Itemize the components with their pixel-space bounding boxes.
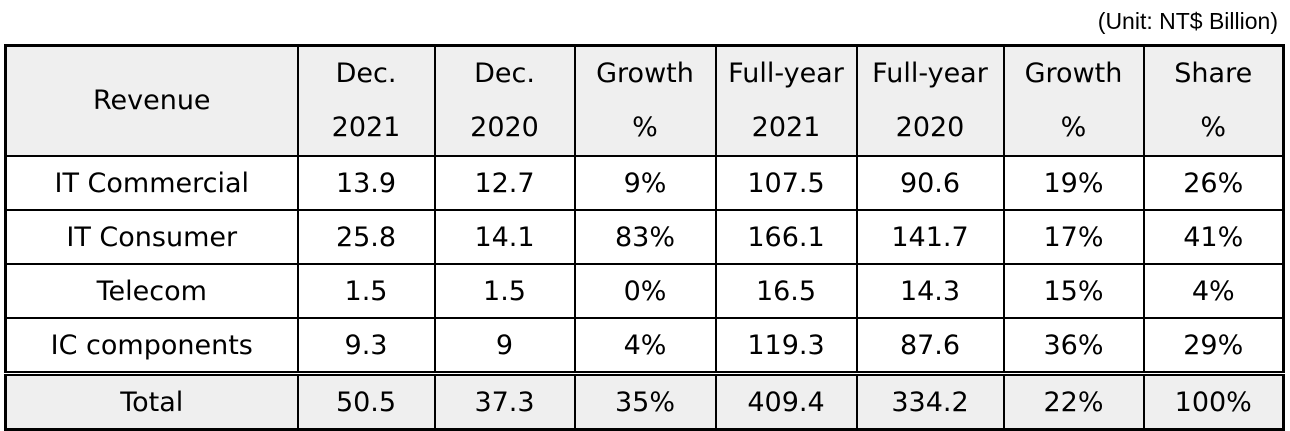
header-label-bottom: % <box>1200 112 1227 143</box>
header-label-bottom: 2021 <box>751 112 821 143</box>
table-body: IT Commercial 13.9 12.7 9% 107.5 90.6 19… <box>4 155 1285 431</box>
cell-full-year-growth: 19% <box>1002 155 1145 211</box>
revenue-table: Revenue Dec. 2021 Dec. 2020 Growth % Ful… <box>4 44 1285 431</box>
row-label-total: Total <box>4 371 299 431</box>
cell-dec-growth: 4% <box>573 317 717 375</box>
cell-dec-growth: 35% <box>573 371 717 431</box>
cell-dec-2021: 9.3 <box>296 317 436 375</box>
cell-dec-2020: 37.3 <box>433 371 576 431</box>
header-label: Revenue <box>92 85 211 116</box>
header-revenue: Revenue <box>4 44 299 157</box>
cell-dec-2021: 25.8 <box>296 209 436 265</box>
header-dec-growth: Growth % <box>573 44 717 157</box>
header-label-bottom: % <box>1060 112 1087 143</box>
cell-full-year-2020: 141.7 <box>855 209 1005 265</box>
row-label: IT Consumer <box>4 209 299 265</box>
table-row-total: Total 50.5 37.3 35% 409.4 334.2 22% 100% <box>4 371 1285 431</box>
header-label-bottom: 2021 <box>331 112 401 143</box>
cell-full-year-2021: 166.1 <box>714 209 858 265</box>
table-header: Revenue Dec. 2021 Dec. 2020 Growth % Ful… <box>4 44 1285 157</box>
header-dec-2021: Dec. 2021 <box>296 44 436 157</box>
header-dec-2020: Dec. 2020 <box>433 44 576 157</box>
cell-dec-growth: 0% <box>573 263 717 319</box>
row-label: Telecom <box>4 263 299 319</box>
cell-dec-2020: 14.1 <box>433 209 576 265</box>
row-label: IT Commercial <box>4 155 299 211</box>
cell-full-year-2020: 87.6 <box>855 317 1005 375</box>
table-row-it-consumer: IT Consumer 25.8 14.1 83% 166.1 141.7 17… <box>4 209 1285 265</box>
cell-full-year-2021: 16.5 <box>714 263 858 319</box>
cell-full-year-growth: 17% <box>1002 209 1145 265</box>
header-label-top: Growth <box>1024 58 1123 89</box>
cell-share: 29% <box>1142 317 1285 375</box>
cell-full-year-2021: 119.3 <box>714 317 858 375</box>
header-share: Share % <box>1142 44 1285 157</box>
header-row: Revenue Dec. 2021 Dec. 2020 Growth % Ful… <box>4 44 1285 157</box>
header-label-bottom: 2020 <box>895 112 965 143</box>
table-row-it-commercial: IT Commercial 13.9 12.7 9% 107.5 90.6 19… <box>4 155 1285 211</box>
cell-full-year-2020: 334.2 <box>855 371 1005 431</box>
cell-dec-2020: 12.7 <box>433 155 576 211</box>
cell-dec-2020: 1.5 <box>433 263 576 319</box>
cell-dec-2021: 13.9 <box>296 155 436 211</box>
header-full-year-2020: Full-year 2020 <box>855 44 1005 157</box>
header-label-top: Growth <box>596 58 694 89</box>
cell-share: 41% <box>1142 209 1285 265</box>
row-label: IC components <box>4 317 299 375</box>
header-label-top: Full-year <box>728 58 844 89</box>
cell-full-year-growth: 15% <box>1002 263 1145 319</box>
cell-dec-2021: 50.5 <box>296 371 436 431</box>
cell-share: 26% <box>1142 155 1285 211</box>
header-label-top: Full-year <box>872 58 988 89</box>
cell-dec-growth: 9% <box>573 155 717 211</box>
header-full-year-2021: Full-year 2021 <box>714 44 858 157</box>
cell-full-year-2020: 90.6 <box>855 155 1005 211</box>
cell-full-year-2020: 14.3 <box>855 263 1005 319</box>
cell-share: 100% <box>1142 371 1285 431</box>
header-label-bottom: 2020 <box>470 112 539 143</box>
header-label-bottom: % <box>632 112 658 143</box>
cell-dec-2020: 9 <box>433 317 576 375</box>
header-full-year-growth: Growth % <box>1002 44 1145 157</box>
cell-full-year-growth: 22% <box>1002 371 1145 431</box>
header-label-top: Dec. <box>335 58 397 89</box>
cell-full-year-2021: 107.5 <box>714 155 858 211</box>
cell-full-year-growth: 36% <box>1002 317 1145 375</box>
header-label-top: Share <box>1174 58 1253 89</box>
header-label-top: Dec. <box>474 58 535 89</box>
cell-dec-growth: 83% <box>573 209 717 265</box>
unit-note: (Unit: NT$ Billion) <box>1097 8 1278 34</box>
cell-share: 4% <box>1142 263 1285 319</box>
cell-dec-2021: 1.5 <box>296 263 436 319</box>
cell-full-year-2021: 409.4 <box>714 371 858 431</box>
table-row-ic-components: IC components 9.3 9 4% 119.3 87.6 36% 29… <box>4 317 1285 375</box>
table-row-telecom: Telecom 1.5 1.5 0% 16.5 14.3 15% 4% <box>4 263 1285 319</box>
